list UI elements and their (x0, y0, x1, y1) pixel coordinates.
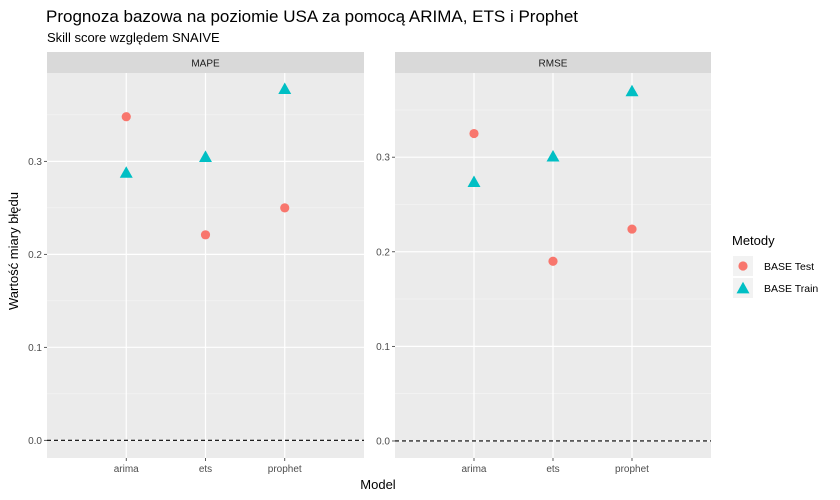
legend-label: BASE Test (764, 261, 814, 273)
point-base-test-arima (469, 128, 479, 139)
point-base-test-ets (200, 230, 211, 240)
y-tick-label: 0.2 (376, 247, 390, 258)
panel-mape: MAPE 0.0 0.1 0.2 0.3 arima ets prophet (28, 52, 364, 475)
point-base-train-arima (119, 166, 133, 178)
point-base-test-prophet (627, 224, 637, 234)
chart-subtitle: Skill score względem SNAIVE (47, 30, 220, 45)
point-base-train-prophet (625, 84, 639, 97)
x-tick-label: prophet (268, 464, 302, 475)
point-base-test-ets (548, 256, 558, 266)
point-base-train-ets (199, 150, 212, 162)
chart-title: Prognoza bazowa na poziomie USA za pomoc… (46, 7, 578, 26)
facet-strip-label: MAPE (191, 59, 220, 70)
facet-panels: MAPE 0.0 0.1 0.2 0.3 arima ets prophet RMSE 0.0 0.… (28, 52, 711, 475)
point-base-test-arima (121, 112, 131, 122)
legend-title: Metody (732, 233, 775, 248)
legend-key-circle (738, 261, 748, 271)
point-base-train-ets (546, 149, 560, 162)
x-tick-label: arima (461, 464, 486, 475)
x-tick-label: ets (546, 464, 559, 475)
legend: Metody BASE Test BASE Train (732, 233, 818, 298)
y-tick-label: 0.0 (28, 436, 42, 447)
y-tick-label: 0.3 (376, 153, 390, 164)
legend-label: BASE Train (764, 283, 818, 295)
facet-strip (47, 52, 364, 73)
y-tick-label: 0.2 (28, 250, 42, 261)
facet-strip (395, 52, 711, 73)
x-tick-label: arima (114, 464, 139, 475)
facet-strip-label: RMSE (539, 59, 568, 70)
legend-key-triangle (736, 281, 750, 294)
y-tick-label: 0.3 (28, 157, 42, 168)
x-tick-label: ets (199, 464, 212, 475)
y-tick-label: 0.1 (376, 342, 390, 353)
x-axis-title: Model (360, 477, 396, 492)
x-tick-label: prophet (615, 464, 649, 475)
y-tick-label: 0.1 (28, 343, 42, 354)
point-base-test-prophet (280, 203, 290, 213)
point-base-train-prophet (278, 82, 292, 95)
point-base-train-arima (467, 175, 481, 188)
y-tick-label: 0.0 (376, 436, 390, 447)
panel-rmse: RMSE 0.0 0.1 0.2 0.3 arima ets prophet (376, 52, 711, 475)
y-axis-title: Wartość miary błędu (6, 192, 21, 310)
